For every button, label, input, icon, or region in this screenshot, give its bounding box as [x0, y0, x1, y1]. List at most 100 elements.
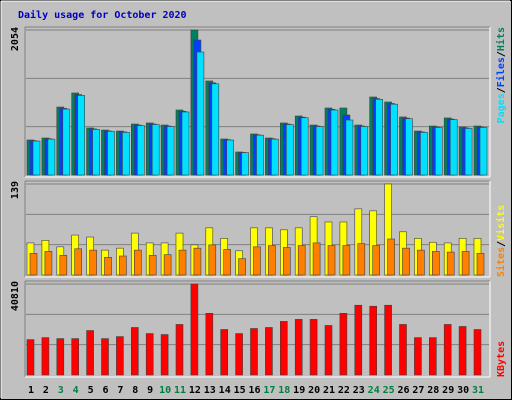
x-tick-label: 8 [132, 385, 138, 396]
bar [476, 253, 485, 276]
bar [402, 247, 410, 276]
bar [339, 313, 348, 376]
x-tick-label: 15 [234, 385, 246, 396]
bar [390, 103, 398, 176]
bar [253, 246, 261, 276]
bar [238, 258, 246, 276]
legend-entry: Files [495, 57, 507, 87]
y-tick-label: 40810 [10, 281, 21, 311]
bar [29, 253, 38, 276]
bar [119, 255, 127, 276]
bar [360, 126, 369, 176]
bar [330, 109, 339, 176]
bar [235, 333, 243, 376]
x-tick-label: 14 [219, 385, 231, 396]
bar [32, 140, 41, 176]
bar [205, 313, 214, 376]
x-tick-label: 2 [43, 385, 49, 396]
x-tick-label: 10 [159, 385, 171, 396]
bar [220, 329, 228, 376]
bar [449, 119, 458, 176]
bar [208, 244, 217, 276]
bar [116, 336, 124, 376]
y-tick-label: 139 [10, 181, 21, 199]
x-tick-label: 11 [174, 385, 186, 396]
bar [44, 251, 53, 276]
bar [458, 326, 467, 376]
legend-separator: / [496, 87, 507, 93]
x-tick-label: 27 [412, 385, 424, 396]
bar [473, 329, 482, 376]
x-tick-label: 18 [278, 385, 290, 396]
x-tick-label: 6 [102, 385, 108, 396]
x-tick-label: 29 [442, 385, 454, 396]
legend-separator: / [496, 51, 507, 57]
legend-entry: Visits [495, 205, 507, 241]
bar [309, 319, 318, 376]
bar [92, 129, 100, 176]
bar [417, 249, 425, 276]
bar [300, 117, 309, 176]
legend-entry: Pages [496, 93, 507, 123]
bar [181, 111, 190, 176]
x-tick-label: 7 [117, 385, 123, 396]
bar [107, 131, 115, 176]
bar [241, 152, 249, 176]
bar [464, 128, 473, 176]
legend-separator: / [496, 241, 507, 247]
bar [122, 132, 130, 176]
x-tick-label: 3 [58, 385, 64, 396]
bar [354, 304, 363, 376]
bar [163, 254, 172, 276]
bar [71, 338, 79, 376]
legend-entry: Sites [495, 247, 507, 277]
bar [59, 255, 68, 276]
bar [26, 339, 35, 376]
bar [77, 95, 85, 176]
bar [265, 327, 273, 376]
bar [345, 119, 354, 176]
bar [372, 245, 381, 276]
bar [375, 99, 384, 176]
bar [324, 325, 333, 376]
bar [175, 324, 184, 376]
x-tick-label: 19 [293, 385, 305, 396]
bar [148, 255, 157, 276]
x-tick-label: 23 [353, 385, 365, 396]
bar [420, 132, 428, 176]
bar [89, 249, 97, 276]
bar [399, 324, 407, 376]
x-tick-label: 1 [28, 385, 34, 396]
bar [131, 327, 139, 376]
bar [86, 330, 94, 376]
bar [414, 337, 422, 376]
bar [145, 333, 154, 376]
bar [357, 243, 366, 276]
x-tick-label: 21 [323, 385, 335, 396]
bar [137, 125, 145, 176]
bar [387, 238, 395, 276]
x-tick-label: 20 [308, 385, 320, 396]
bar [315, 126, 324, 176]
bar [279, 321, 288, 376]
x-tick-label: 22 [338, 385, 350, 396]
legend-entry: Hits [495, 27, 507, 51]
x-tick-label: 4 [73, 385, 79, 396]
bar [312, 242, 321, 276]
bar [134, 249, 142, 276]
x-tick-label: 24 [368, 385, 380, 396]
x-tick-label: 16 [248, 385, 260, 396]
bar [282, 247, 291, 276]
x-tick-label: 30 [457, 385, 469, 396]
bar [443, 324, 452, 376]
bar [384, 304, 392, 376]
bar [166, 126, 175, 176]
bar [211, 83, 220, 176]
bar [56, 338, 65, 376]
bar [428, 337, 437, 376]
x-tick-label: 9 [147, 385, 153, 396]
bar [74, 248, 82, 276]
legend: KBytes [496, 341, 507, 377]
bar [223, 249, 231, 276]
